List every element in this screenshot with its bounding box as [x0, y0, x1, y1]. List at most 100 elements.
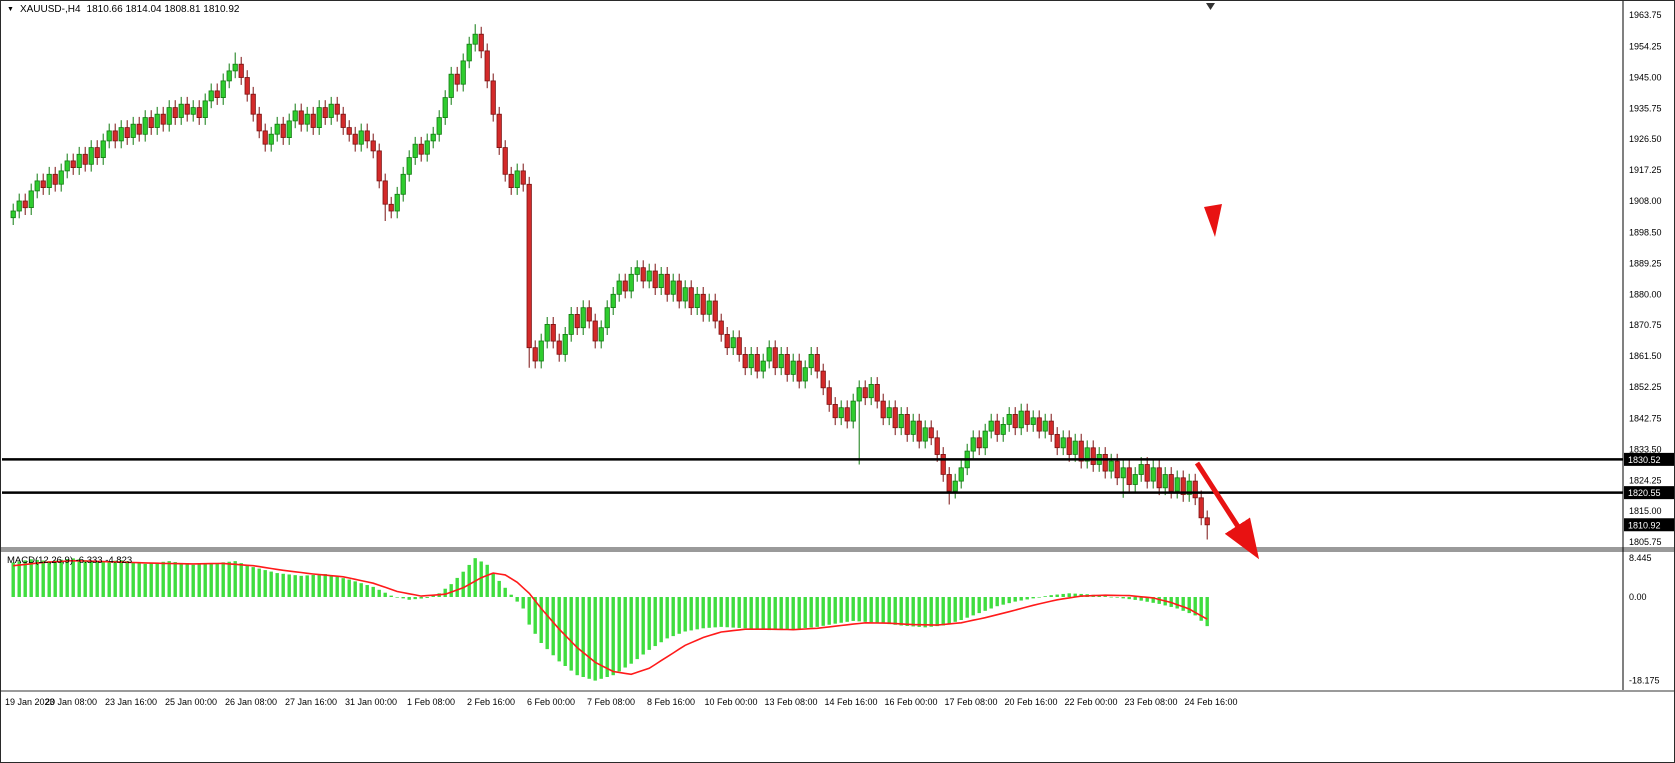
macd-histogram-bar: [359, 583, 363, 597]
candle: [124, 127, 130, 138]
macd-histogram-bar: [59, 559, 63, 597]
macd-histogram-bar: [113, 560, 117, 597]
symbol-dropdown-icon[interactable]: ▼: [7, 5, 14, 13]
candle: [64, 160, 70, 172]
macd-histogram-bar: [1127, 597, 1131, 600]
candle: [1132, 474, 1138, 485]
macd-histogram-bar: [383, 592, 387, 597]
macd-histogram-bar: [209, 563, 213, 597]
candle: [526, 183, 532, 349]
candle: [538, 340, 544, 362]
macd-histogram-bar: [581, 597, 585, 678]
candle: [616, 280, 622, 295]
candle: [892, 407, 898, 429]
candle: [262, 130, 268, 145]
macd-histogram-bar: [149, 563, 153, 597]
candle: [214, 90, 220, 99]
macd-histogram-bar: [1133, 597, 1137, 600]
candle: [808, 353, 814, 369]
macd-histogram-bar: [155, 562, 159, 597]
candle: [874, 383, 880, 402]
macd-histogram-bar: [95, 562, 99, 597]
candle: [34, 180, 40, 192]
macd-histogram-bar: [131, 562, 135, 597]
macd-histogram-bar: [167, 561, 171, 597]
macd-indicator-label: MACD(12,26,9) -6.333 -4.823: [7, 555, 133, 566]
time-axis-label: 16 Feb 00:00: [884, 697, 937, 707]
price-axis-tick: 1852.25: [1629, 382, 1662, 392]
candle: [952, 480, 958, 492]
candle: [1060, 437, 1066, 449]
candle: [532, 347, 538, 362]
macd-histogram-bar: [899, 597, 903, 626]
time-axis-label: 17 Feb 08:00: [944, 697, 997, 707]
macd-histogram-bar: [617, 597, 621, 672]
macd-histogram-bar: [1061, 593, 1065, 597]
down-arrow-marker[interactable]: [1204, 204, 1222, 237]
candle: [196, 107, 202, 118]
candle: [226, 70, 232, 82]
trend-arrow[interactable]: [1194, 461, 1260, 560]
macd-histogram-bar: [539, 597, 543, 643]
macd-histogram-bar: [671, 597, 675, 637]
time-axis-label: 2 Feb 16:00: [467, 697, 515, 707]
price-axis-tick: 1824.25: [1629, 475, 1662, 485]
candle: [328, 103, 334, 118]
candle: [190, 107, 196, 115]
candle: [556, 340, 562, 355]
candle: [178, 103, 184, 118]
candle: [430, 133, 436, 142]
pane-separator[interactable]: [1, 547, 1675, 552]
macd-histogram-bar: [785, 597, 789, 630]
candle: [856, 387, 862, 402]
candle: [1018, 410, 1024, 429]
price-axis-tick: 1842.75: [1629, 414, 1662, 424]
candle: [694, 293, 700, 308]
macd-histogram-bar: [815, 597, 819, 627]
macd-histogram-bar: [341, 578, 345, 597]
macd-histogram-bar: [971, 597, 975, 616]
macd-histogram-bar: [329, 575, 333, 597]
candle: [886, 407, 892, 419]
candle: [160, 113, 166, 125]
candle: [766, 347, 772, 362]
candle: [364, 130, 370, 142]
candle: [352, 133, 358, 145]
candle: [274, 123, 280, 135]
macd-histogram-bar: [959, 597, 963, 620]
candle: [388, 203, 394, 212]
candle: [784, 353, 790, 375]
macd-histogram-bar: [803, 597, 807, 629]
candle: [46, 173, 52, 189]
time-axis-label: 23 Jan 16:00: [105, 697, 157, 707]
macd-histogram-bar: [737, 597, 741, 628]
candle: [796, 360, 802, 382]
macd-histogram-bar: [521, 597, 525, 609]
macd-histogram-bar: [833, 597, 837, 624]
candle: [172, 107, 178, 118]
candle: [712, 300, 718, 322]
macd-histogram-bar: [917, 597, 921, 627]
price-axis-tick: 1917.25: [1629, 165, 1662, 175]
candle: [1066, 437, 1072, 455]
macd-histogram-bar: [197, 564, 201, 597]
chart-shift-marker[interactable]: [1206, 3, 1215, 10]
candle: [82, 153, 88, 165]
level-price-tag: [1624, 486, 1674, 500]
macd-histogram-bar: [719, 597, 723, 627]
candle: [934, 437, 940, 455]
candle: [118, 127, 124, 142]
macd-histogram-bar: [533, 597, 537, 634]
time-axis-label: 8 Feb 16:00: [647, 697, 695, 707]
current-price-tag: [1624, 518, 1674, 532]
macd-histogram-bar: [1001, 597, 1005, 605]
candle: [802, 367, 808, 382]
macd-histogram-bar: [191, 564, 195, 597]
candle: [748, 353, 754, 369]
macd-histogram-bar: [1037, 597, 1041, 598]
candle: [604, 307, 610, 329]
macd-histogram-bar: [641, 597, 645, 655]
candle: [1198, 497, 1204, 519]
macd-histogram-bar: [665, 597, 669, 639]
